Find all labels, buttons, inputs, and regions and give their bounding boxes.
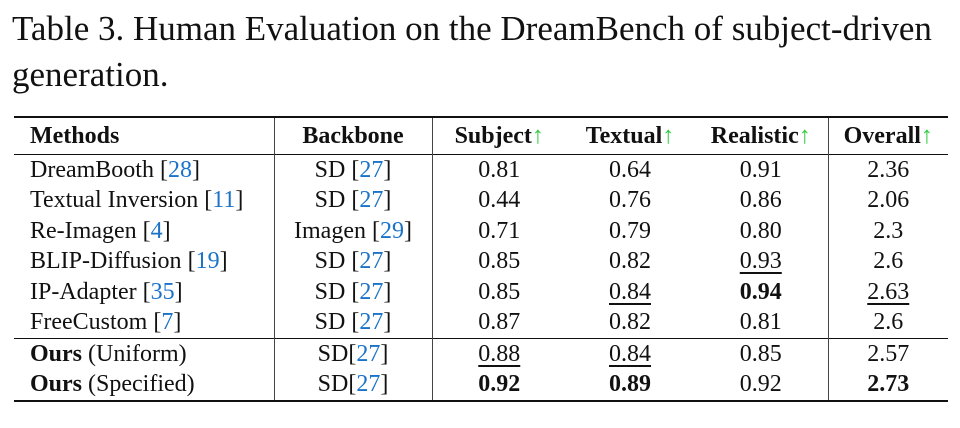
citation-link[interactable]: 27 [359, 278, 384, 305]
citation-link[interactable]: 27 [359, 156, 384, 183]
citation-link[interactable]: 27 [359, 248, 384, 275]
backbone-cell: SD [27] [274, 154, 433, 186]
citation-link[interactable]: 7 [161, 309, 174, 336]
backbone-cell: SD [27] [274, 307, 433, 339]
textual-cell: 0.84 [566, 277, 694, 308]
realistic-cell: 0.91 [694, 154, 829, 186]
header-realistic: Realistic↑ [694, 117, 829, 155]
underlined-value: 0.84 [609, 278, 651, 305]
method-cell: FreeCustom [7] [14, 307, 275, 339]
header-overall: Overall↑ [843, 122, 933, 149]
bold-value: 0.89 [609, 371, 651, 398]
table-body: DreamBooth [28] SD [27] 0.81 0.64 0.91 2… [14, 154, 948, 402]
overall-cell: 2.73 [828, 370, 948, 402]
backbone-cell: SD[27] [274, 369, 433, 401]
results-table: Methods Backbone Subject↑ Textual↑ Reali… [14, 116, 948, 402]
citation-link[interactable]: 27 [359, 187, 384, 214]
header-backbone: Backbone [274, 117, 433, 155]
backbone-cell: Imagen [29] [274, 216, 433, 247]
subject-cell: 0.85 [478, 248, 521, 275]
citation-link[interactable]: 19 [195, 248, 220, 275]
method-cell: DreamBooth [28] [14, 154, 275, 186]
overall-cell: 2.57 [867, 340, 910, 367]
method-cell: Re-Imagen [4] [14, 216, 275, 247]
table-row: IP-Adapter [35] SD [27] 0.85 0.84 0.94 2… [14, 277, 948, 308]
underlined-value: 0.84 [609, 340, 651, 367]
realistic-cell: 0.92 [694, 369, 829, 401]
overall-cell: 2.6 [873, 309, 904, 336]
up-arrow-icon: ↑ [798, 122, 811, 149]
citation-link[interactable]: 27 [356, 340, 381, 367]
backbone-cell: SD [27] [274, 246, 433, 277]
textual-cell: 0.89 [566, 370, 694, 402]
realistic-cell: 0.93 [694, 246, 829, 277]
overall-cell: 2.06 [867, 187, 910, 214]
textual-cell: 0.76 [609, 187, 651, 214]
backbone-cell: SD [27] [274, 277, 433, 308]
citation-link[interactable]: 27 [359, 309, 384, 336]
subject-cell: 0.88 [432, 339, 566, 370]
textual-cell: 0.79 [609, 217, 651, 244]
realistic-cell: 0.94 [694, 277, 829, 308]
textual-cell: 0.84 [566, 339, 694, 370]
bold-value: 0.94 [739, 278, 782, 305]
subject-cell: 0.44 [478, 187, 521, 214]
textual-cell: 0.82 [609, 248, 651, 275]
citation-link[interactable]: 28 [167, 156, 192, 183]
overall-cell: 2.3 [873, 217, 904, 244]
table-row: Textual Inversion [11] SD [27] 0.44 0.76… [14, 185, 948, 216]
bold-value: 2.73 [867, 371, 910, 398]
subject-cell: 0.81 [478, 156, 521, 183]
subject-cell: 0.71 [478, 217, 521, 244]
method-cell: Ours (Specified) [14, 369, 275, 401]
underlined-value: 0.88 [478, 340, 521, 367]
realistic-cell: 0.85 [694, 338, 829, 370]
realistic-cell: 0.80 [694, 216, 829, 247]
method-cell: BLIP-Diffusion [19] [14, 246, 275, 277]
up-arrow-icon: ↑ [531, 122, 544, 149]
up-arrow-icon: ↑ [662, 122, 675, 149]
subject-cell: 0.85 [478, 278, 521, 305]
textual-cell: 0.82 [609, 309, 651, 336]
table-row: BLIP-Diffusion [19] SD [27] 0.85 0.82 0.… [14, 246, 948, 277]
citation-link[interactable]: 11 [212, 187, 236, 214]
overall-cell: 2.63 [828, 277, 948, 308]
bold-value: 0.92 [478, 371, 521, 398]
citation-link[interactable]: 29 [379, 217, 404, 244]
table-caption: Table 3. Human Evaluation on the DreamBe… [12, 6, 952, 98]
textual-cell: 0.64 [609, 156, 651, 183]
method-cell: Ours (Uniform) [14, 338, 275, 370]
caption-line-2: generation. [12, 55, 169, 94]
table-header: Methods Backbone Subject↑ Textual↑ Reali… [14, 117, 948, 155]
citation-link[interactable]: 27 [356, 371, 381, 398]
overall-cell: 2.36 [867, 156, 910, 183]
overall-cell: 2.6 [873, 248, 904, 275]
table-row: Ours (Specified) SD[27] 0.92 0.89 0.92 2… [14, 369, 948, 402]
table-row: Ours (Uniform) SD[27] 0.88 0.84 0.85 2.5… [14, 338, 948, 370]
results-table-container: Methods Backbone Subject↑ Textual↑ Reali… [14, 116, 948, 402]
citation-link[interactable]: 35 [150, 278, 175, 305]
subject-cell: 0.92 [432, 370, 566, 402]
backbone-cell: SD [27] [274, 185, 433, 216]
table-row: FreeCustom [7] SD [27] 0.87 0.82 0.81 2.… [14, 307, 948, 339]
realistic-cell: 0.86 [694, 185, 829, 216]
table-row: DreamBooth [28] SD [27] 0.81 0.64 0.91 2… [14, 154, 948, 186]
backbone-cell: SD[27] [274, 338, 433, 370]
realistic-cell: 0.81 [694, 307, 829, 339]
up-arrow-icon: ↑ [920, 122, 933, 149]
method-cell: IP-Adapter [35] [14, 277, 275, 308]
subject-cell: 0.87 [478, 309, 521, 336]
underlined-value: 0.93 [739, 248, 782, 275]
table-row: Re-Imagen [4] Imagen [29] 0.71 0.79 0.80… [14, 216, 948, 247]
method-cell: Textual Inversion [11] [14, 185, 275, 216]
caption-line-1: Table 3. Human Evaluation on the DreamBe… [12, 9, 932, 48]
header-subject: Subject↑ [454, 122, 544, 149]
header-methods: Methods [14, 117, 275, 155]
underlined-value: 2.63 [867, 278, 910, 305]
header-textual: Textual↑ [585, 122, 675, 149]
citation-link[interactable]: 4 [150, 217, 163, 244]
